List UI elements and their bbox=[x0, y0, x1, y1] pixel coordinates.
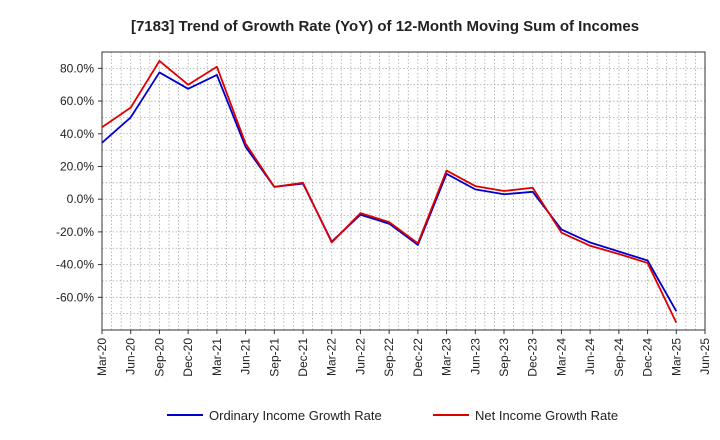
x-tick-label: Mar-24 bbox=[554, 338, 568, 376]
series-line bbox=[101, 60, 678, 324]
y-tick-label: 80.0% bbox=[60, 61, 94, 75]
y-tick-label: -60.0% bbox=[56, 290, 94, 304]
y-tick-label: 40.0% bbox=[60, 127, 94, 141]
x-tick-label: Mar-22 bbox=[325, 338, 339, 376]
y-tick-label: 0.0% bbox=[67, 192, 95, 206]
chart-title: [7183] Trend of Growth Rate (YoY) of 12-… bbox=[131, 18, 639, 35]
x-tick-label: Mar-23 bbox=[440, 338, 454, 376]
x-tick-label: Dec-20 bbox=[181, 338, 195, 377]
y-axis-ticks: -60.0% -40.0% -20.0% 0.0% 20.0% 40.0% 60.0% 80.… bbox=[56, 61, 102, 304]
x-tick-label: Sep-21 bbox=[267, 338, 281, 377]
x-tick-label: Jun-25 bbox=[698, 338, 712, 375]
y-tick-label: 60.0% bbox=[60, 94, 94, 108]
x-tick-label: Jun-23 bbox=[468, 338, 482, 375]
y-tick-label: -20.0% bbox=[56, 225, 94, 239]
y-tick-label: 20.0% bbox=[60, 159, 94, 173]
x-tick-label: Mar-25 bbox=[669, 338, 683, 376]
plot-frame bbox=[101, 51, 706, 331]
x-tick-label: Dec-23 bbox=[526, 338, 540, 377]
x-tick-label: Mar-21 bbox=[210, 338, 224, 376]
y-tick-label: -40.0% bbox=[56, 258, 94, 272]
x-tick-label: Sep-24 bbox=[612, 338, 626, 377]
series-lines bbox=[101, 60, 678, 324]
x-tick-label: Jun-24 bbox=[583, 338, 597, 375]
x-tick-label: Sep-20 bbox=[152, 338, 166, 377]
x-tick-label: Jun-21 bbox=[239, 338, 253, 375]
x-tick-label: Dec-22 bbox=[411, 338, 425, 377]
x-axis-ticks: Mar-20 Jun-20 Sep-20 Dec-20 Mar-21 Jun-21 Sep-… bbox=[95, 330, 712, 377]
x-tick-label: Mar-20 bbox=[95, 338, 109, 376]
x-tick-label: Sep-22 bbox=[382, 338, 396, 377]
legend: Ordinary Income Growth Rate Net Income Gr… bbox=[167, 408, 618, 423]
legend-label: Ordinary Income Growth Rate bbox=[209, 408, 382, 423]
x-tick-label: Sep-23 bbox=[497, 338, 511, 377]
x-tick-label: Dec-21 bbox=[296, 338, 310, 377]
grid-lines bbox=[102, 51, 705, 330]
series-line bbox=[101, 71, 678, 312]
x-tick-label: Jun-22 bbox=[353, 338, 367, 375]
legend-label: Net Income Growth Rate bbox=[475, 408, 618, 423]
x-tick-label: Jun-20 bbox=[124, 338, 138, 375]
x-tick-label: Dec-24 bbox=[641, 338, 655, 377]
